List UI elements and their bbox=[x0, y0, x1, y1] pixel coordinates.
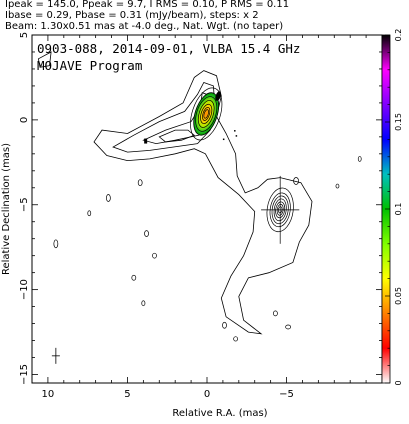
knot-contour-1 bbox=[266, 187, 294, 233]
colorbar-ticks: 0 0.05 0.1 0.15 0.2 bbox=[385, 29, 403, 386]
noise-contour bbox=[137, 179, 143, 187]
plot-title: 0903-088, 2014-09-01, VLBA 15.4 GHz bbox=[37, 41, 301, 56]
knot-contour-6 bbox=[276, 204, 284, 216]
knot-contour-3 bbox=[271, 195, 289, 225]
colorbar-tick-label: 0.1 bbox=[394, 203, 403, 216]
contour-ne-blob bbox=[37, 51, 52, 68]
noise-contour bbox=[141, 300, 146, 307]
header-line-1: Ipeak = 145.0, Ppeak = 9.7, I RMS = 0.10… bbox=[5, 0, 290, 10]
core-contour-5 bbox=[202, 107, 211, 121]
jet-peak-dot bbox=[144, 138, 148, 144]
x-tick-label: 10 bbox=[42, 389, 55, 400]
core-peak bbox=[215, 91, 221, 101]
noise-contour bbox=[106, 194, 111, 202]
x-axis-label: Relative R.A. (mas) bbox=[172, 408, 267, 419]
knot-contour-5 bbox=[275, 201, 286, 219]
noise-contour bbox=[273, 310, 278, 317]
x-tick-label: 0 bbox=[204, 389, 210, 400]
noise-contour bbox=[285, 324, 291, 330]
noise-contour bbox=[53, 239, 59, 249]
core-contour-1 bbox=[190, 87, 223, 141]
plot-frame bbox=[31, 34, 383, 384]
core-emission bbox=[193, 92, 220, 136]
header-line-2: Ibase = 0.29, Pbase = 0.31 (mJy/beam), s… bbox=[5, 10, 259, 21]
core-contour-2 bbox=[195, 96, 218, 132]
noise-contour bbox=[131, 274, 137, 281]
core-contour-3 bbox=[197, 100, 215, 128]
x-tick-label: 5 bbox=[124, 389, 130, 400]
knot-side-blob bbox=[293, 177, 299, 185]
y-tick-label: −10 bbox=[19, 279, 30, 300]
y-tick-label: −5 bbox=[19, 197, 30, 212]
y-tick-label: 5 bbox=[19, 32, 30, 38]
noise-dot bbox=[234, 130, 236, 132]
axes-group: 10 5 0 −5 5 0 −5 −10 −15 bbox=[19, 32, 383, 400]
core-contour-6 bbox=[203, 109, 209, 119]
colorbar-tick-label: 0.05 bbox=[394, 287, 403, 305]
contour-group bbox=[37, 51, 362, 364]
x-tick-label: −5 bbox=[279, 389, 294, 400]
noise-contour bbox=[87, 210, 92, 217]
plot-subtitle: MOJAVE Program bbox=[37, 58, 143, 73]
header-line-3: Beam: 1.30x0.51 mas at -4.0 deg., Nat. W… bbox=[5, 21, 284, 32]
contour-jet-level-4 bbox=[158, 129, 196, 143]
noise-dot bbox=[235, 135, 238, 137]
y-axis-label: Relative Declination (mas) bbox=[1, 143, 12, 275]
colorbar-tick-label: 0 bbox=[394, 380, 403, 385]
noise-contour bbox=[152, 252, 157, 259]
noise-contour bbox=[144, 230, 149, 237]
colorbar-tick-label: 0.15 bbox=[394, 113, 403, 131]
noise-contour bbox=[222, 321, 227, 329]
noise-contour bbox=[335, 183, 340, 189]
knot-contour-4 bbox=[273, 198, 287, 222]
noise-contour bbox=[233, 336, 238, 342]
noise-contour bbox=[357, 156, 362, 162]
colorbar-tick-label: 0.2 bbox=[394, 29, 403, 42]
y-tick-label: −15 bbox=[19, 364, 30, 385]
knot-contour-2 bbox=[269, 192, 291, 228]
noise-dot bbox=[222, 138, 225, 141]
core-contour-4 bbox=[200, 103, 213, 124]
y-tick-label: 0 bbox=[19, 117, 30, 123]
